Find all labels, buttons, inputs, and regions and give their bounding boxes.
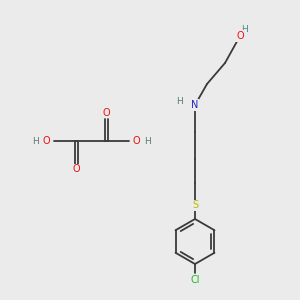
Text: N: N xyxy=(191,100,199,110)
Text: H: H xyxy=(176,97,183,106)
Text: Cl: Cl xyxy=(190,274,200,285)
Text: O: O xyxy=(103,107,110,118)
Text: O: O xyxy=(43,136,50,146)
Text: O: O xyxy=(236,31,244,41)
Text: O: O xyxy=(133,136,140,146)
Text: H: H xyxy=(32,136,39,146)
Text: H: H xyxy=(144,136,151,146)
Text: S: S xyxy=(192,200,198,211)
Text: O: O xyxy=(73,164,80,175)
Text: H: H xyxy=(241,25,248,34)
